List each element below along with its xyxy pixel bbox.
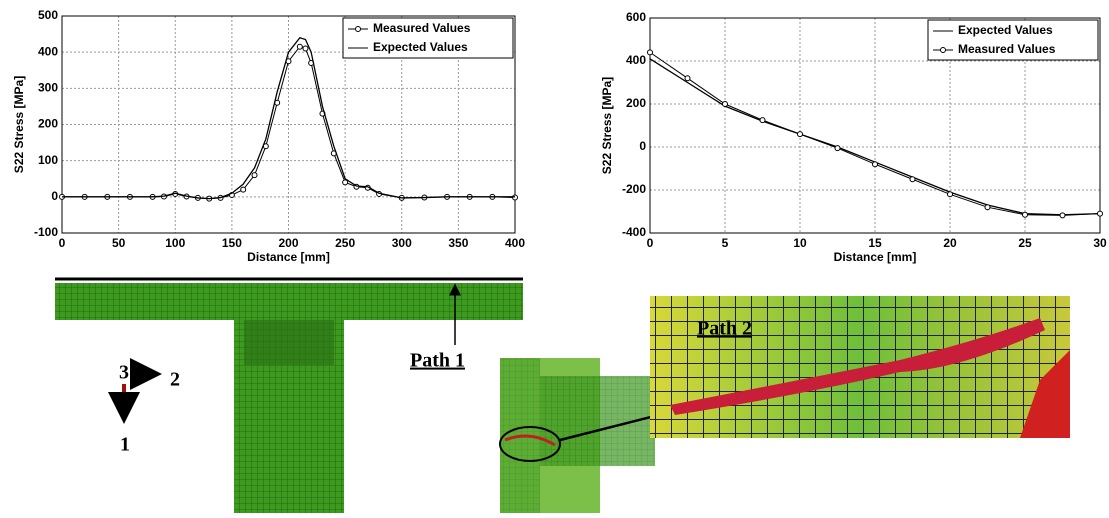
data-point xyxy=(685,76,690,81)
y-tick-label: -200 xyxy=(622,182,646,196)
y-tick-label: 400 xyxy=(38,44,58,58)
x-axis-label: Distance [mm] xyxy=(834,250,917,264)
path-label: Path 1 xyxy=(410,350,465,372)
mesh-model xyxy=(55,279,523,513)
y-tick-label: 200 xyxy=(626,96,646,110)
data-point xyxy=(948,192,953,197)
legend-marker xyxy=(356,27,361,32)
y-tick-label: 300 xyxy=(38,81,58,95)
data-point xyxy=(241,187,246,192)
data-point xyxy=(723,102,728,107)
x-tick-label: 15 xyxy=(868,236,882,250)
data-point xyxy=(513,195,518,200)
legend-label: Expected Values xyxy=(958,23,1053,37)
path-label: Path 2 xyxy=(697,318,752,340)
legend-label: Measured Values xyxy=(373,21,471,35)
y-tick-label: 200 xyxy=(38,117,58,131)
data-point xyxy=(835,146,840,151)
data-point xyxy=(873,162,878,167)
data-point xyxy=(798,132,803,137)
x-axis-label: Distance [mm] xyxy=(247,250,330,264)
y-tick-label: 100 xyxy=(38,153,58,167)
x-tick-label: 350 xyxy=(448,236,468,250)
y-axis-label: S22 Stress [MPa] xyxy=(12,76,26,173)
legend-label: Expected Values xyxy=(373,40,468,54)
data-point xyxy=(1098,211,1103,216)
x-tick-label: 25 xyxy=(1018,236,1032,250)
x-tick-label: 0 xyxy=(59,236,66,250)
x-tick-label: 0 xyxy=(647,236,654,250)
data-point xyxy=(252,173,257,178)
data-point xyxy=(303,46,308,51)
y-tick-label: -400 xyxy=(622,225,646,239)
x-tick-label: 100 xyxy=(165,236,185,250)
x-tick-label: 5 xyxy=(722,236,729,250)
y-tick-label: 500 xyxy=(38,8,58,22)
data-point xyxy=(1023,212,1028,217)
x-tick-label: 150 xyxy=(222,236,242,250)
x-tick-label: 400 xyxy=(505,236,525,250)
data-point xyxy=(985,205,990,210)
data-point xyxy=(1060,213,1065,218)
legend-marker xyxy=(941,48,946,53)
data-point xyxy=(910,177,915,182)
data-point xyxy=(760,118,765,123)
y-tick-label: -100 xyxy=(34,225,58,239)
x-tick-label: 20 xyxy=(943,236,957,250)
data-point xyxy=(648,50,653,55)
y-tick-label: 600 xyxy=(626,10,646,24)
y-tick-label: 0 xyxy=(639,139,646,153)
x-tick-label: 300 xyxy=(392,236,412,250)
y-tick-label: 0 xyxy=(51,189,58,203)
x-tick-label: 30 xyxy=(1093,236,1107,250)
x-tick-label: 10 xyxy=(793,236,807,250)
y-tick-label: 400 xyxy=(626,53,646,67)
axis-label: 3 xyxy=(119,362,129,384)
x-tick-label: 50 xyxy=(112,236,126,250)
axis-label: 1 xyxy=(120,434,130,456)
legend-label: Measured Values xyxy=(958,42,1056,56)
x-tick-label: 200 xyxy=(278,236,298,250)
y-axis-label: S22 Stress [MPa] xyxy=(600,77,614,174)
x-tick-label: 250 xyxy=(335,236,355,250)
data-point xyxy=(297,44,302,49)
axis-label: 2 xyxy=(170,369,180,391)
figure: Path 1 3 2 1 Path 2 05010015020025030035… xyxy=(0,0,1109,513)
